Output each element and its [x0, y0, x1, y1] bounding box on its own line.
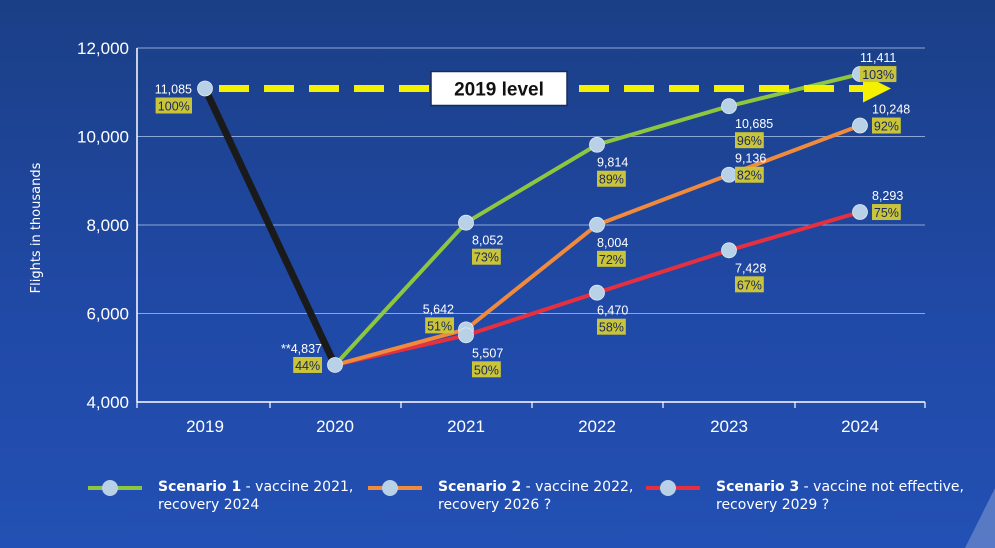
data-point — [589, 284, 605, 301]
data-point — [458, 327, 474, 344]
percent-badge — [293, 356, 322, 373]
percent-badge — [472, 248, 501, 265]
data-point — [589, 136, 605, 153]
value-label: 7,428 — [735, 261, 766, 275]
y-tick-label: 12,000 — [77, 39, 129, 58]
legend-desc-scenario-3: - vaccine not effective, — [799, 479, 964, 495]
legend-text-scenario-2: Scenario 2 - vaccine 2022, recovery 2026… — [438, 478, 633, 514]
percent-label: 96% — [737, 134, 762, 148]
percent-label: 100% — [158, 99, 190, 113]
data-point — [852, 204, 868, 220]
percent-label: 50% — [474, 363, 499, 377]
legend-desc-scenario-1: - vaccine 2021, — [241, 479, 354, 495]
x-tick-label: 2023 — [710, 417, 748, 436]
value-label: 5,642 — [423, 302, 454, 316]
legend-scenario-3: Scenario 3 - vaccine not effective, reco… — [646, 478, 964, 514]
legend-swatch-scenario-3 — [646, 480, 700, 496]
data-point — [721, 98, 737, 115]
x-tick-label: 2022 — [578, 417, 616, 436]
legend-marker-scenario-2 — [382, 480, 398, 496]
percent-badge — [735, 276, 764, 293]
value-label: 11,085 — [155, 82, 192, 96]
percent-label: 73% — [474, 251, 499, 265]
data-point — [721, 242, 737, 259]
reference-label: 2019 level — [454, 79, 544, 100]
percent-badge — [425, 317, 454, 334]
percent-badge — [597, 170, 626, 187]
legend-marker-scenario-1 — [102, 480, 118, 496]
percent-badge — [155, 97, 192, 114]
percent-badge — [472, 361, 501, 378]
value-label: 9,814 — [597, 156, 628, 170]
percent-badge — [597, 318, 626, 335]
value-label: 9,136 — [735, 152, 766, 166]
data-point — [458, 214, 474, 231]
percent-badge — [872, 117, 901, 134]
reference-label-box — [430, 70, 568, 107]
data-point — [197, 80, 213, 97]
percent-badge — [735, 132, 764, 149]
value-label: 8,052 — [472, 234, 503, 248]
percent-label: 75% — [874, 206, 899, 220]
percent-label: 58% — [599, 321, 624, 335]
percent-label: 44% — [295, 359, 320, 373]
y-tick-label: 6,000 — [86, 305, 129, 324]
legend-desc-scenario-2: - vaccine 2022, — [521, 479, 634, 495]
value-label: 10,248 — [872, 103, 910, 117]
percent-label: 92% — [874, 120, 899, 134]
data-point — [589, 216, 605, 233]
y-tick-label: 8,000 — [86, 216, 129, 235]
legend-swatch-scenario-2 — [368, 480, 422, 496]
x-tick-label: 2021 — [447, 417, 485, 436]
percent-badge — [597, 250, 626, 267]
value-label: 11,411 — [860, 51, 896, 65]
percent-badge — [735, 166, 764, 183]
x-tick-label: 2024 — [841, 417, 879, 436]
percent-badge — [872, 204, 901, 221]
legend-scenario-1: Scenario 1 - vaccine 2021, recovery 2024 — [88, 478, 353, 514]
legend-marker-scenario-3 — [660, 480, 676, 496]
x-tick-label: 2020 — [316, 417, 354, 436]
value-label: **4,837 — [281, 342, 322, 356]
percent-label: 103% — [862, 68, 894, 82]
legend-name-scenario-2: Scenario 2 — [438, 479, 522, 495]
legend-name-scenario-3: Scenario 3 — [716, 479, 800, 495]
page-corner-fold — [965, 488, 995, 548]
y-tick-label: 4,000 — [86, 393, 129, 412]
legend-swatch-scenario-1 — [88, 480, 142, 496]
value-label: 8,293 — [872, 189, 903, 203]
value-label: 5,507 — [472, 346, 503, 360]
legend-desc2-scenario-3: recovery 2029 ? — [716, 497, 830, 513]
percent-label: 82% — [737, 169, 762, 183]
data-point — [327, 357, 343, 373]
value-label: 10,685 — [735, 117, 773, 131]
legend-name-scenario-1: Scenario 1 — [158, 479, 242, 495]
legend-desc2-scenario-1: recovery 2024 — [158, 497, 260, 513]
y-axis-label: Flights in thousands — [29, 162, 44, 293]
data-point — [852, 117, 868, 134]
legend-desc2-scenario-2: recovery 2026 ? — [438, 497, 552, 513]
percent-label: 67% — [737, 278, 762, 292]
y-tick-label: 10,000 — [77, 128, 129, 147]
data-point — [721, 166, 737, 183]
percent-badge — [860, 66, 897, 83]
legend-scenario-2: Scenario 2 - vaccine 2022, recovery 2026… — [368, 478, 633, 514]
percent-label: 89% — [599, 173, 624, 187]
value-label: 6,470 — [597, 304, 628, 318]
legend-text-scenario-3: Scenario 3 - vaccine not effective, reco… — [716, 478, 964, 514]
percent-label: 51% — [427, 319, 452, 333]
x-tick-label: 2019 — [186, 417, 224, 436]
historical-line — [201, 86, 339, 367]
percent-label: 72% — [599, 253, 624, 267]
legend-text-scenario-1: Scenario 1 - vaccine 2021, recovery 2024 — [158, 478, 353, 514]
value-label: 8,004 — [597, 236, 628, 250]
